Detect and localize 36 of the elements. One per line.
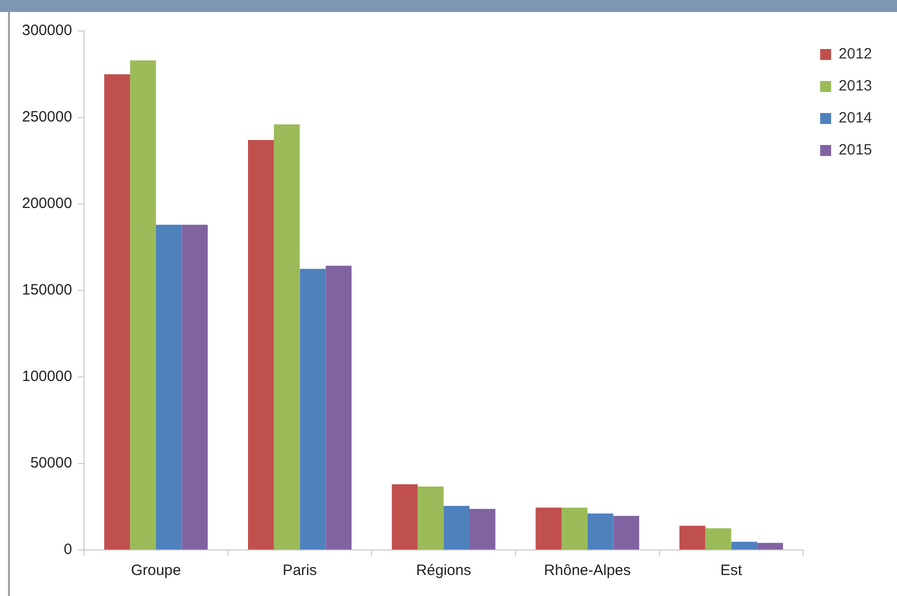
legend-label: 2013 (838, 78, 872, 95)
bar (104, 74, 130, 550)
x-tick-label: Rhône-Alpes (544, 562, 631, 580)
bar (444, 506, 470, 550)
x-tick-label: Paris (282, 562, 317, 580)
bar (469, 508, 496, 550)
bar (182, 224, 208, 550)
bar (130, 60, 156, 550)
bar (392, 484, 418, 550)
y-tick-label: 200000 (22, 195, 72, 212)
y-tick-label: 250000 (22, 108, 72, 126)
bar (587, 513, 614, 550)
bar (536, 508, 562, 550)
y-tick-label: 300000 (22, 22, 72, 40)
y-tick-label: 100000 (22, 368, 72, 386)
bar (679, 526, 706, 550)
legend-label: 2014 (838, 110, 872, 127)
bar (731, 542, 758, 550)
bar (418, 486, 444, 550)
bar (613, 516, 640, 550)
y-tick-label: 150000 (22, 282, 72, 299)
bar (248, 140, 274, 550)
bar (562, 508, 588, 550)
bar (274, 124, 300, 550)
bar (326, 266, 352, 550)
legend-label: 2012 (838, 46, 872, 63)
bar (705, 528, 732, 550)
y-tick-label: 0 (64, 541, 72, 558)
bar (300, 268, 326, 550)
x-tick-label: Groupe (130, 562, 181, 580)
x-tick-label: Régions (416, 562, 472, 580)
bar (156, 224, 182, 550)
legend-label: 2015 (838, 142, 872, 159)
y-tick-label: 50000 (30, 454, 72, 472)
x-tick-label: Est (720, 562, 743, 580)
bar (757, 542, 783, 550)
